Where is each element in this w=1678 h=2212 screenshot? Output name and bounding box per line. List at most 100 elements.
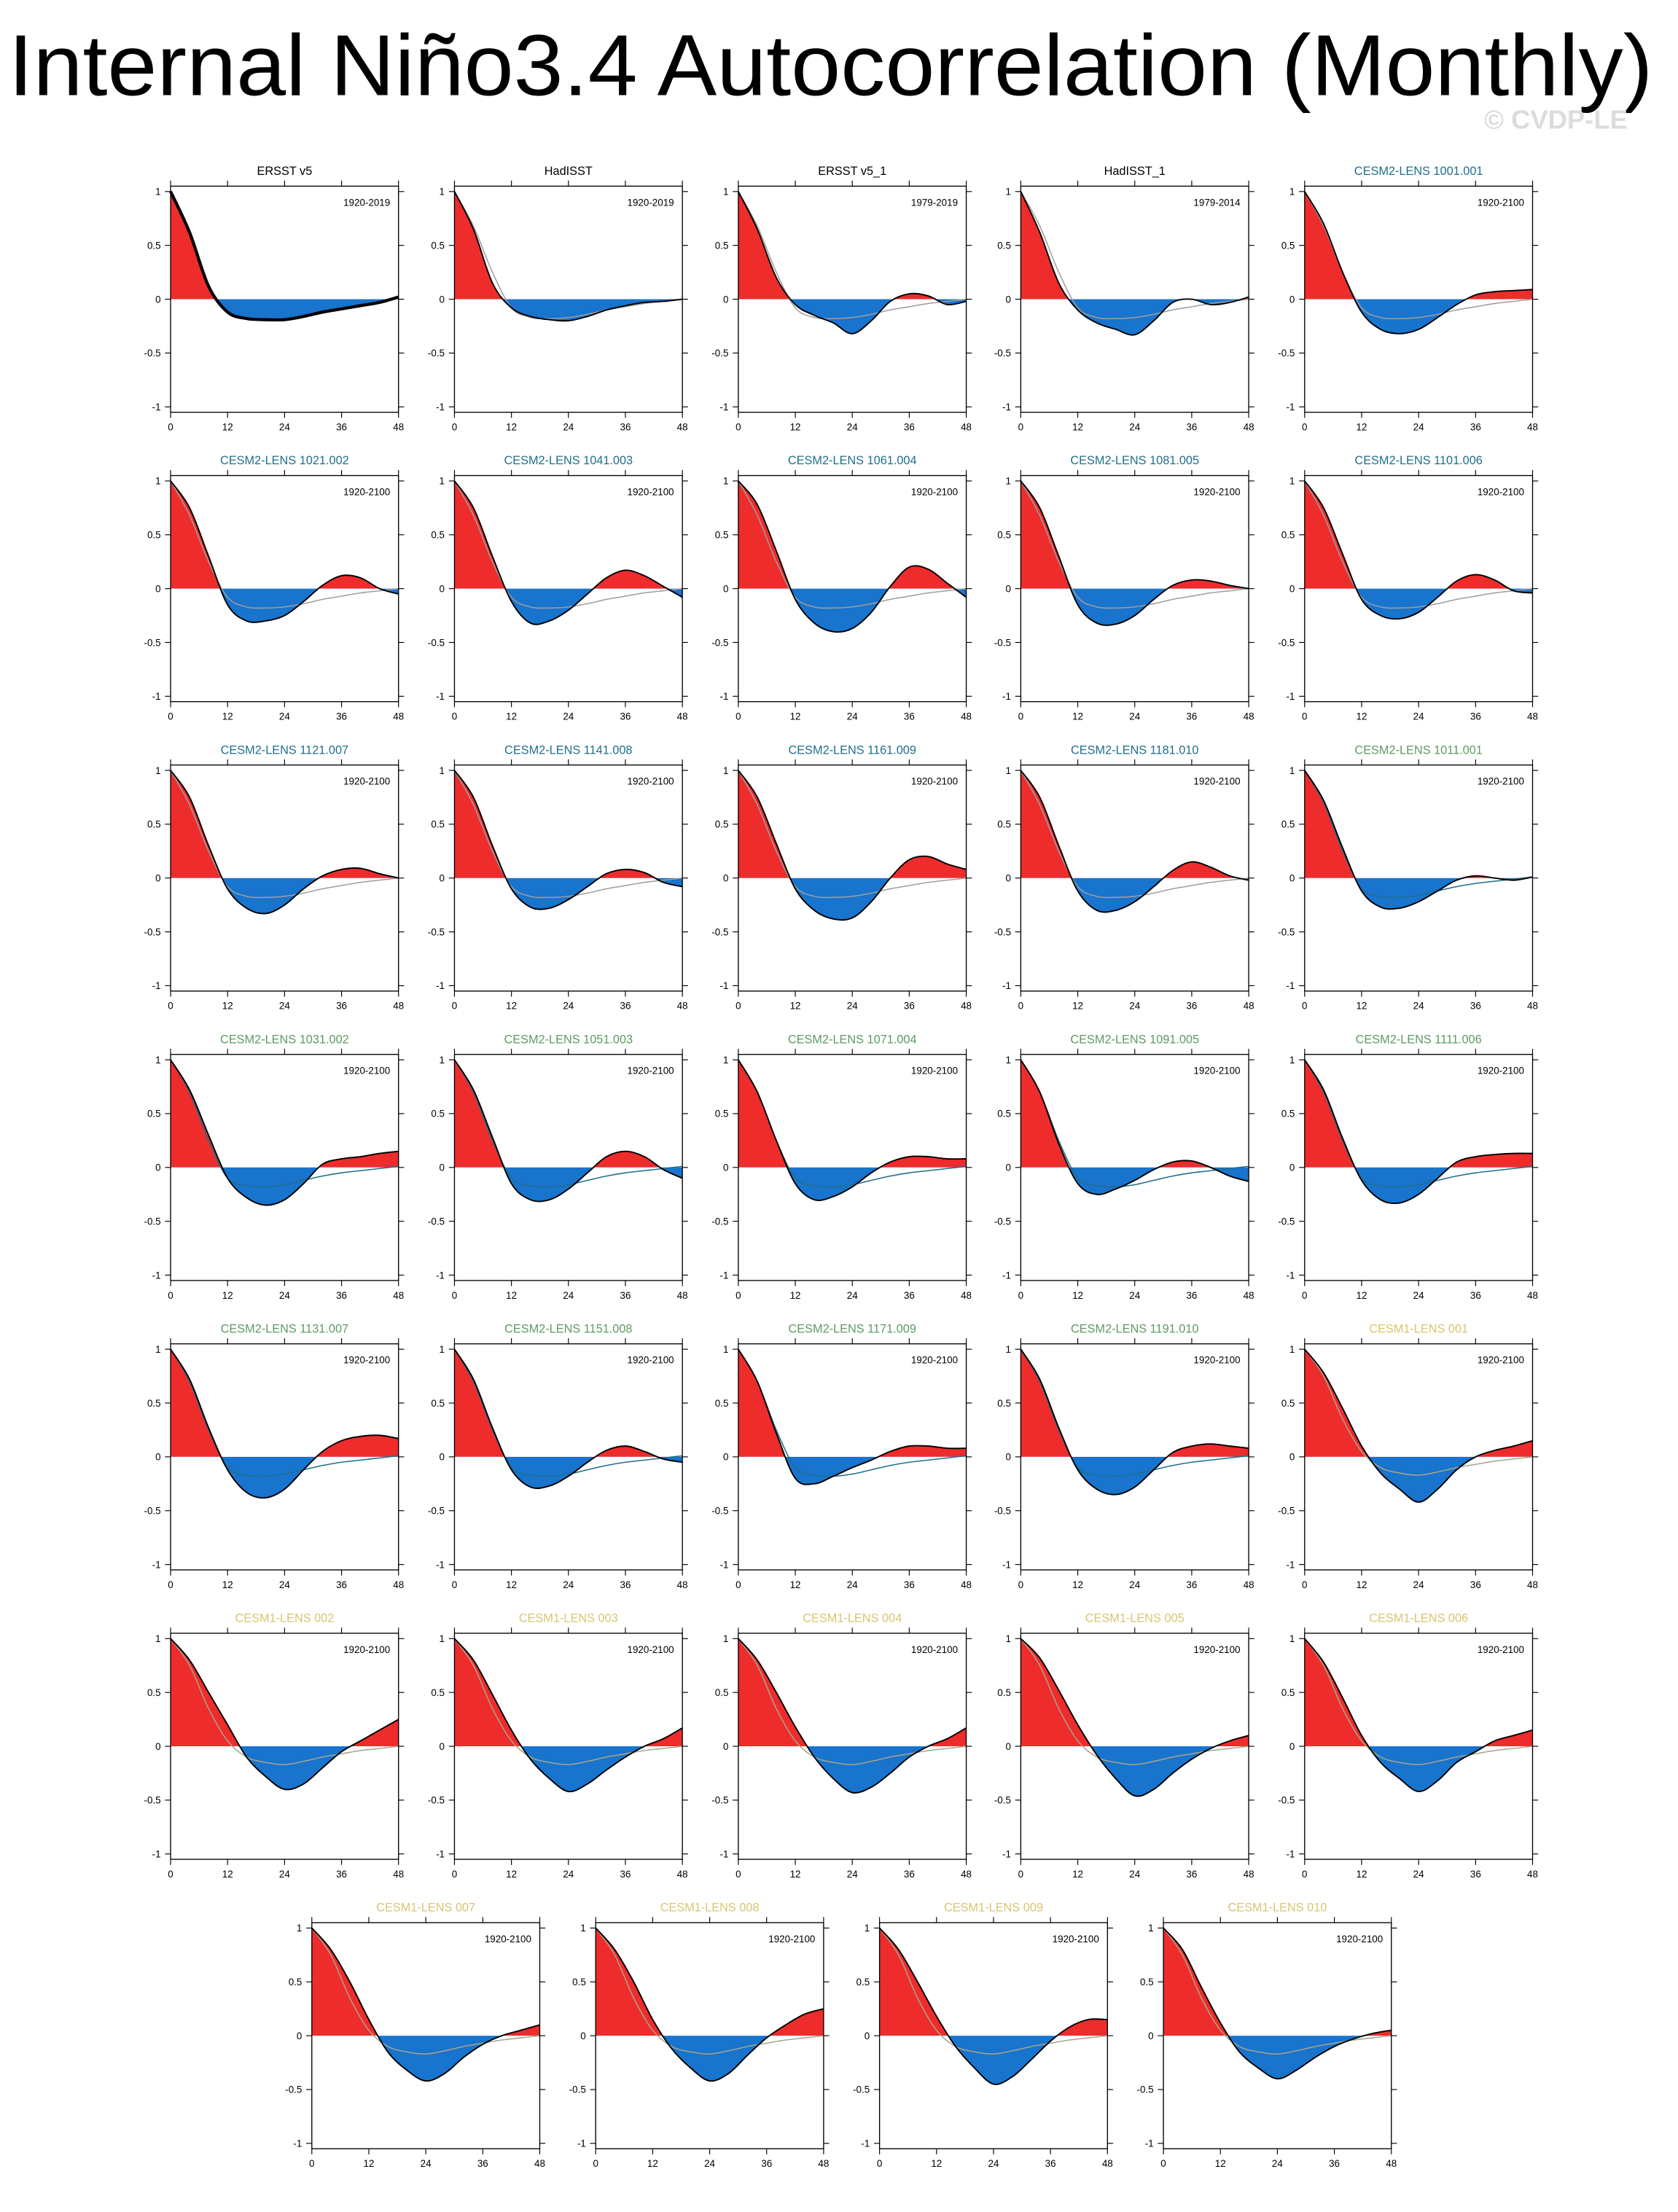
y-tick-label: 0	[1005, 1452, 1010, 1463]
reference-line	[738, 191, 967, 320]
y-tick-label: 0	[723, 294, 728, 305]
y-tick-label: 1	[1005, 1055, 1010, 1066]
period-label: 1920-2100	[628, 1355, 674, 1366]
x-tick-label: 12	[222, 711, 233, 722]
x-tick-label: 48	[961, 422, 972, 433]
y-tick-label: 0	[297, 2031, 302, 2041]
reference-line	[453, 480, 683, 609]
period-label: 1979-2019	[911, 197, 958, 208]
y-tick-label: 0.5	[715, 819, 729, 830]
y-tick-label: 0.5	[431, 240, 445, 251]
y-tick-label: 1	[1005, 1344, 1010, 1355]
x-tick-label: 0	[1160, 2158, 1166, 2169]
autocorrelation-line	[595, 1927, 824, 2082]
x-tick-label: 0	[452, 1579, 457, 1590]
y-tick-label: 0	[440, 294, 445, 305]
x-tick-label: 0	[735, 422, 741, 433]
y-tick-label: 0.5	[431, 1109, 445, 1119]
y-tick-label: -1	[1002, 402, 1011, 413]
y-tick-label: -1	[436, 1270, 445, 1281]
x-tick-label: 24	[279, 422, 290, 433]
x-tick-label: 36	[904, 1869, 915, 1880]
period-label: 1920-2100	[768, 1934, 815, 1945]
x-tick-label: 48	[677, 711, 688, 722]
reference-line	[738, 480, 967, 609]
x-tick-label: 48	[1527, 1001, 1538, 1012]
x-tick-label: 24	[1413, 1290, 1424, 1301]
panel: CESM2-LENS 1021.002 1920-2100 -1 -0.5 0 0.5 1 0…	[144, 454, 405, 722]
x-tick-label: 36	[1470, 1579, 1481, 1590]
panel: CESM1-LENS 008 1920-2100 -1 -0.5 0 0.5 1 0 12 24 3…	[569, 1902, 830, 2169]
period-label: 1920-2100	[911, 1644, 958, 1655]
autocorrelation-line	[1303, 191, 1533, 335]
y-tick-label: 0	[440, 1452, 445, 1463]
y-tick-label: 0	[723, 583, 728, 594]
negative-fill	[1163, 2036, 1392, 2079]
positive-fill	[1021, 770, 1249, 878]
y-tick-label: 0.5	[715, 1109, 729, 1119]
x-tick-label: 24	[1129, 1001, 1140, 1012]
y-tick-label: 0.5	[1140, 1977, 1154, 1988]
y-tick-label: -1	[1286, 1270, 1295, 1281]
x-tick-label: 36	[904, 1579, 915, 1590]
negative-fill	[171, 299, 399, 320]
y-tick-label: -0.5	[1278, 1506, 1295, 1517]
panel-title: CESM2-LENS 1121.007	[221, 743, 348, 757]
y-tick-label: 0	[580, 2031, 585, 2041]
x-tick-label: 24	[279, 1290, 290, 1301]
y-tick-label: 0.5	[147, 1687, 161, 1698]
x-tick-label: 48	[1527, 1869, 1538, 1880]
y-tick-label: 0.5	[997, 1398, 1011, 1409]
reference-line	[1020, 1348, 1249, 1477]
y-tick-label: 1	[1005, 187, 1010, 198]
reference-line	[453, 1348, 683, 1477]
y-tick-label: -0.5	[994, 637, 1011, 648]
period-label: 1920-2100	[343, 1644, 390, 1655]
autocorrelation-line	[1304, 480, 1533, 620]
y-tick-label: 0.5	[715, 530, 729, 541]
x-tick-label: 12	[1072, 1001, 1083, 1012]
x-tick-label: 12	[506, 1290, 517, 1301]
panel-title: ERSST v5	[257, 165, 312, 178]
y-tick-label: -0.5	[994, 1216, 1011, 1227]
x-tick-label: 12	[222, 1290, 233, 1301]
panel: CESM2-LENS 1101.006 1920-2100 -1 -0.5 0 0.5 1 0…	[1278, 454, 1539, 722]
panel: CESM2-LENS 1161.009 1920-2100 -1 -0.5 0 0.5 1 0…	[711, 743, 972, 1012]
autocorrelation-line	[738, 1348, 967, 1485]
panel-title: CESM1-LENS 008	[660, 1902, 760, 1915]
y-tick-label: -0.5	[428, 348, 445, 359]
x-tick-label: 48	[961, 1290, 972, 1301]
x-tick-label: 36	[620, 711, 631, 722]
y-tick-label: 1	[1148, 1923, 1153, 1934]
panel-title: CESM2-LENS 1101.006	[1354, 454, 1482, 467]
figure-title: Internal Niño3.4 Autocorrelation (Monthl…	[9, 17, 1653, 114]
y-tick-label: 0.5	[147, 530, 161, 541]
y-tick-label: -0.5	[711, 1506, 728, 1517]
x-tick-label: 0	[1018, 1001, 1023, 1012]
panel: HadISST 1920-2019 -1 -0.5 0 0.5 1 0 12 24 36 48	[428, 165, 688, 433]
x-tick-label: 36	[1186, 1579, 1197, 1590]
y-tick-label: 0.5	[431, 530, 445, 541]
x-tick-label: 24	[279, 1869, 290, 1880]
x-tick-label: 24	[279, 1579, 290, 1590]
x-tick-label: 24	[847, 1869, 858, 1880]
x-tick-label: 24	[563, 1001, 574, 1012]
y-tick-label: 1	[155, 1344, 160, 1355]
x-tick-label: 0	[168, 1869, 173, 1880]
x-tick-label: 12	[1072, 1579, 1083, 1590]
y-tick-label: 0.5	[1281, 819, 1295, 830]
positive-fill	[454, 1349, 683, 1457]
period-label: 1920-2100	[1193, 1355, 1240, 1366]
panel-title: CESM2-LENS 1001.001	[1354, 165, 1483, 178]
negative-fill	[596, 2036, 824, 2082]
x-tick-label: 0	[1018, 711, 1023, 722]
period-label: 1920-2100	[911, 1355, 958, 1366]
y-tick-label: 0.5	[147, 1109, 161, 1119]
y-tick-label: 0.5	[431, 819, 445, 830]
x-tick-label: 24	[563, 1290, 574, 1301]
x-tick-label: 36	[761, 2158, 772, 2169]
reference-line	[1020, 191, 1249, 320]
panel-title: CESM1-LENS 009	[944, 1902, 1043, 1915]
y-tick-label: 1	[440, 1633, 445, 1644]
x-tick-label: 0	[168, 1001, 173, 1012]
